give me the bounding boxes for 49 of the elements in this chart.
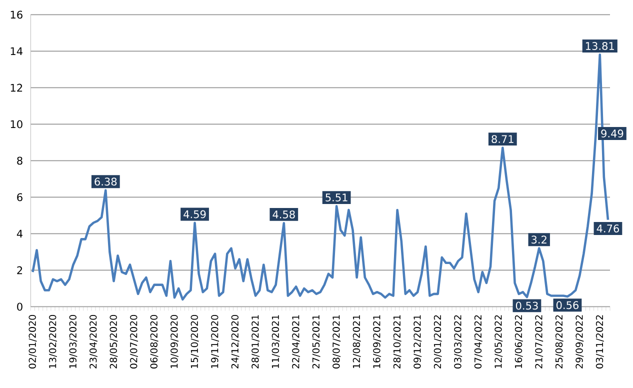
data-label: 0.56 — [556, 301, 578, 310]
x-tick-label: 24/12/2020 — [231, 314, 240, 368]
x-tick-label: 22/04/2021 — [292, 315, 300, 368]
y-tick-label: 14 — [10, 47, 22, 56]
x-tick-label: 03/03/2022 — [454, 315, 462, 368]
x-tick-label: 11/03/2021 — [272, 315, 280, 368]
x-tick-label: 10/09/2020 — [170, 314, 178, 368]
y-tick-label: 12 — [10, 84, 22, 92]
x-tick-label: 29/09/2022 — [576, 315, 584, 368]
y-tick-label: 0 — [17, 302, 22, 311]
data-label: 13.81 — [586, 42, 614, 50]
x-tick-label: 09/12/2021 — [414, 315, 422, 368]
x-tick-label: 02/01/2020 — [28, 314, 37, 368]
x-tick-label: 02/07/2020 — [130, 314, 138, 368]
y-tick-label: 10 — [10, 120, 22, 128]
x-tick-label: 12/08/2021 — [352, 315, 361, 368]
x-tick-label: 19/03/2020 — [69, 314, 78, 368]
x-tick-label: 28/10/2021 — [393, 315, 402, 368]
y-tick-label: 6 — [17, 193, 22, 202]
x-tick-label: 16/09/2021 — [373, 315, 382, 368]
x-tick-label: 03/11/2022 — [596, 315, 604, 368]
data-label: 4.76 — [596, 224, 619, 232]
x-tick-label: 08/07/2021 — [332, 315, 341, 368]
x-tick-label: 21/07/2022 — [535, 315, 544, 368]
x-tick-label: 15/10/2020 — [190, 314, 199, 368]
x-tick-label: 28/01/2021 — [252, 315, 260, 368]
data-label: 5.51 — [326, 194, 348, 202]
x-tick-label: 27/05/2021 — [312, 315, 320, 368]
data-label: 4.58 — [272, 210, 295, 218]
y-tick-label: 16 — [10, 10, 22, 19]
x-tick-label: 28/05/2020 — [110, 314, 118, 368]
x-tick-label: 06/08/2020 — [150, 314, 158, 368]
data-label: 4.59 — [184, 210, 206, 218]
y-tick-label: 4 — [16, 230, 22, 238]
x-tick-label: 19/11/2020 — [211, 314, 219, 368]
x-tick-label: 16/06/2022 — [514, 315, 523, 368]
data-label: 8.71 — [492, 135, 514, 144]
data-label: 3.2 — [532, 236, 546, 244]
x-tick-label: 25/08/2022 — [555, 315, 564, 368]
x-tick-label: 23/04/2020 — [90, 314, 98, 368]
x-tick-label: 12/05/2022 — [494, 315, 503, 368]
y-tick-label: 8 — [17, 156, 22, 165]
data-label: 0.53 — [516, 302, 538, 310]
data-label: 6.38 — [94, 178, 117, 186]
y-tick-label: 2 — [17, 266, 22, 274]
x-tick-label: 07/04/2022 — [474, 315, 482, 368]
data-label: 9.49 — [601, 130, 624, 138]
x-tick-label: 13/02/2020 — [49, 314, 57, 368]
x-tick-label: 20/01/2022 — [434, 315, 442, 368]
